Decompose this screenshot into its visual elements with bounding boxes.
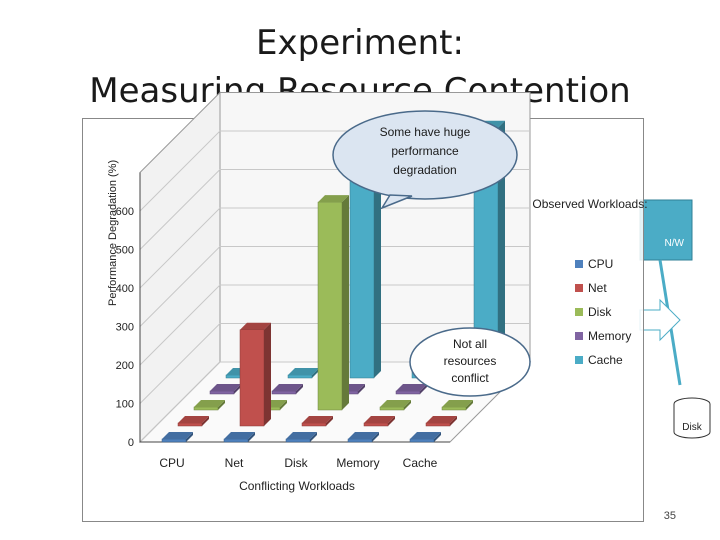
- legend-label-net: Net: [588, 281, 607, 295]
- y-axis-label: Performance Degradation (%): [107, 160, 119, 306]
- bar-side: [374, 140, 381, 378]
- y-tick-label: 200: [116, 360, 134, 372]
- slide-title-line1: Experiment:: [256, 23, 464, 63]
- legend-swatch-cache: [575, 356, 583, 364]
- x-tick-label: Memory: [336, 456, 379, 470]
- bar-top: [396, 384, 427, 391]
- x-tick-label: Disk: [284, 456, 308, 470]
- y-tick-label: 300: [116, 322, 134, 334]
- bar-side: [434, 432, 441, 442]
- callout-middle-text: Not all resources conflict: [444, 337, 497, 385]
- gridline: [139, 323, 530, 404]
- legend-label-cpu: CPU: [588, 257, 613, 271]
- bar-side: [420, 384, 427, 394]
- bar-side: [358, 384, 365, 394]
- legend-swatch-cpu: [575, 260, 583, 268]
- y-tick-label: 400: [116, 283, 134, 295]
- bar-side: [388, 416, 395, 426]
- bar-side: [280, 400, 287, 410]
- legend-label-memory: Memory: [588, 329, 631, 343]
- bar-top: [288, 368, 319, 375]
- gridline: [139, 284, 530, 366]
- bar-side: [264, 322, 271, 426]
- bar-top: [442, 400, 473, 407]
- bar-top: [162, 432, 193, 439]
- bar-side: [498, 120, 505, 378]
- bar-top: [410, 432, 441, 439]
- bar-side: [310, 432, 317, 442]
- bar-top: [240, 322, 271, 330]
- bar-side: [296, 384, 303, 394]
- bar-side: [234, 384, 241, 394]
- bar-top: [380, 400, 411, 407]
- disk-body: [673, 404, 711, 439]
- bar-side: [186, 432, 193, 442]
- bar-side: [202, 416, 209, 426]
- bar-top: [286, 432, 317, 439]
- x-tick-label: Cache: [403, 456, 438, 470]
- x-tick-label: Net: [225, 456, 244, 470]
- nw-label: N/W: [665, 238, 685, 249]
- bar-top: [302, 416, 333, 423]
- bar-side: [312, 368, 319, 378]
- y-tick-label: 100: [116, 399, 134, 411]
- bar-top: [178, 416, 209, 423]
- nw-box: [639, 199, 693, 261]
- bar-top: [426, 416, 457, 423]
- y-tick-label: 600: [116, 206, 134, 218]
- bar-top: [364, 416, 395, 423]
- y-tick-label: 500: [116, 245, 134, 257]
- bar-side: [404, 400, 411, 410]
- gridline: [139, 207, 530, 289]
- callout-top-text: Some have huge performance degradation: [380, 125, 471, 177]
- bar-side: [466, 400, 473, 410]
- callout-top-tail: [380, 194, 413, 210]
- legend-swatch-net: [575, 284, 583, 292]
- bar-disk-disk: [317, 201, 343, 411]
- legend-label-disk: Disk: [588, 305, 612, 319]
- bar-side: [342, 195, 349, 410]
- gridline: [139, 246, 530, 327]
- y-tick-label: 0: [128, 437, 134, 449]
- bar-top: [194, 400, 225, 407]
- bar-top: [224, 432, 255, 439]
- legend-swatch-disk: [575, 308, 583, 316]
- legend-label-cache: Cache: [588, 353, 623, 367]
- callout-middle-bubble: [409, 327, 531, 397]
- bar-side: [326, 416, 333, 426]
- callout-top-bubble: [332, 110, 518, 200]
- bar-top: [272, 384, 303, 391]
- disk-label: Disk: [682, 422, 702, 433]
- bar-side: [248, 432, 255, 442]
- x-axis-label: Conflicting Workloads: [239, 479, 355, 493]
- page-number: 35: [663, 510, 676, 522]
- bar-top: [318, 195, 349, 203]
- x-tick-label: CPU: [159, 456, 184, 470]
- legend-title: Observed Workloads:: [532, 197, 647, 211]
- bar-top: [348, 432, 379, 439]
- bar-top: [210, 384, 241, 391]
- bar-side: [218, 400, 225, 410]
- legend-swatch-memory: [575, 332, 583, 340]
- bar-side: [450, 416, 457, 426]
- bar-side: [372, 432, 379, 442]
